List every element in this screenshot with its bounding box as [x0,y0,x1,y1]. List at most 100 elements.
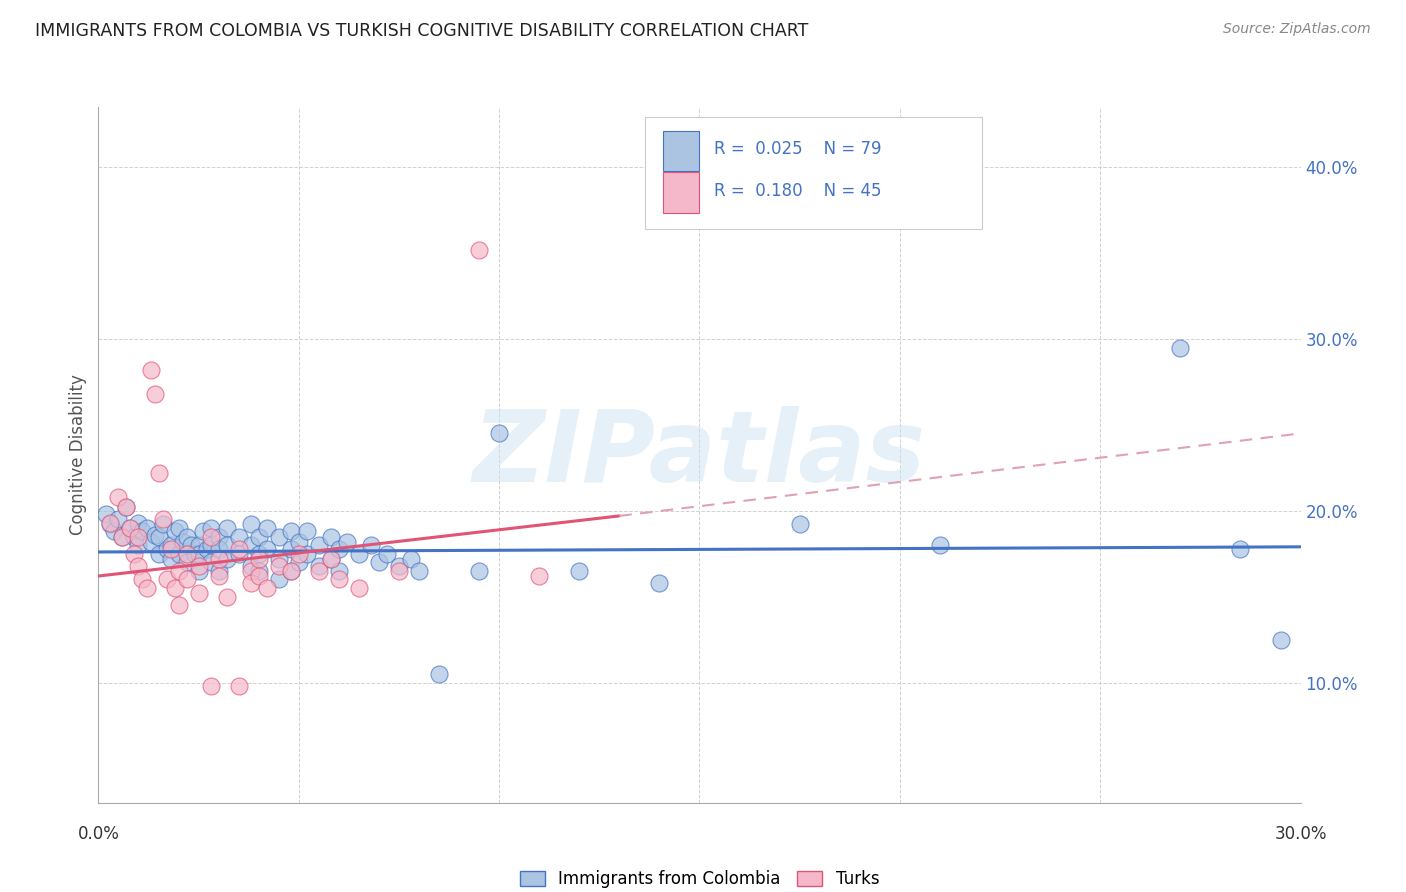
Point [328,573,350,587]
Point [159,538,181,552]
Point [163,581,186,595]
Point [295,524,318,539]
Point [267,573,290,587]
Point [180,538,202,552]
Point [239,538,262,552]
Point [1170,341,1192,355]
Point [167,521,190,535]
Point [280,524,302,539]
Point [139,534,162,549]
Point [208,569,231,583]
Point [187,538,209,552]
Point [288,555,311,569]
Point [152,512,174,526]
Point [215,590,238,604]
Point [152,517,174,532]
FancyBboxPatch shape [664,172,699,213]
Point [247,552,270,566]
Point [107,490,129,504]
Point [208,564,231,578]
Point [148,529,170,543]
FancyBboxPatch shape [645,118,981,229]
Point [789,517,811,532]
Point [247,547,270,561]
Point [124,547,146,561]
Point [167,599,190,613]
Point [172,534,194,549]
Point [163,524,186,539]
Point [267,558,290,573]
Point [256,581,278,595]
Point [247,569,270,583]
Point [155,541,177,556]
Point [200,521,222,535]
Point [159,552,181,566]
Text: ZIPatlas: ZIPatlas [472,407,927,503]
Point [115,500,138,515]
Text: Source: ZipAtlas.com: Source: ZipAtlas.com [1223,22,1371,37]
Point [200,679,222,693]
Point [280,541,302,556]
Point [239,558,262,573]
Point [111,529,134,543]
Point [128,529,150,543]
Point [347,547,370,561]
Point [107,512,129,526]
Point [468,243,491,257]
Point [929,538,952,552]
Point [336,534,359,549]
Point [568,564,591,578]
Point [308,558,330,573]
Point [167,564,190,578]
Point [111,529,134,543]
Point [200,538,222,552]
Point [408,564,430,578]
Point [176,529,198,543]
Point [468,564,491,578]
Point [529,569,551,583]
Point [103,524,125,539]
Point [131,524,153,539]
Point [256,541,278,556]
Point [360,538,382,552]
Point [280,564,302,578]
FancyBboxPatch shape [664,131,699,171]
Text: R =  0.180    N = 45: R = 0.180 N = 45 [714,182,882,200]
Point [176,555,198,569]
Point [328,564,350,578]
Point [124,529,146,543]
Point [143,387,166,401]
Point [427,667,450,681]
Point [208,541,231,556]
Point [187,547,209,561]
Point [159,541,181,556]
Point [139,363,162,377]
Point [167,547,190,561]
Y-axis label: Cognitive Disability: Cognitive Disability [69,375,87,535]
Point [328,541,350,556]
Point [120,521,142,535]
Point [239,564,262,578]
Point [368,555,391,569]
Point [1229,541,1251,556]
Point [399,552,422,566]
Point [195,541,218,556]
Point [256,521,278,535]
Text: 30.0%: 30.0% [1274,825,1327,843]
Point [215,538,238,552]
Point [388,564,411,578]
Point [135,521,157,535]
Point [183,547,205,561]
Point [115,500,138,515]
Point [135,581,157,595]
Point [347,581,370,595]
Point [128,516,150,530]
Point [208,552,231,566]
Point [187,564,209,578]
Point [295,547,318,561]
Point [319,529,342,543]
Point [648,575,671,590]
Point [267,552,290,566]
Text: IMMIGRANTS FROM COLOMBIA VS TURKISH COGNITIVE DISABILITY CORRELATION CHART: IMMIGRANTS FROM COLOMBIA VS TURKISH COGN… [35,22,808,40]
Point [375,547,398,561]
